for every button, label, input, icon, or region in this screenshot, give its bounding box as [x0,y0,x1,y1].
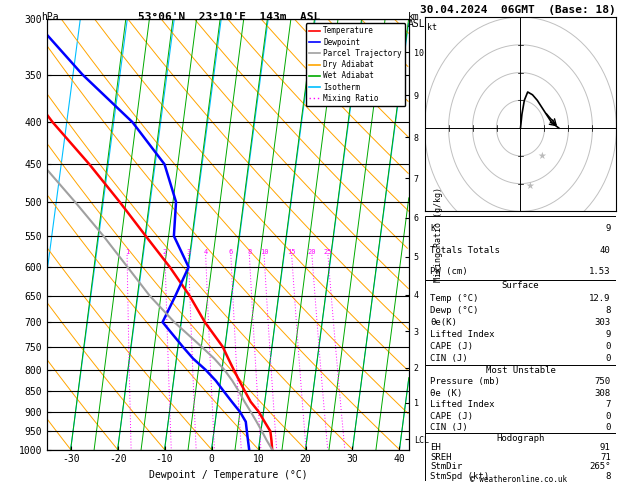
Text: CIN (J): CIN (J) [430,423,468,432]
Text: 0: 0 [605,354,611,363]
Text: 6: 6 [229,249,233,255]
Y-axis label: Mixing Ratio (g/kg): Mixing Ratio (g/kg) [434,187,443,282]
Text: Temp (°C): Temp (°C) [430,294,479,302]
Text: 8: 8 [247,249,252,255]
Text: 0: 0 [605,412,611,421]
Text: CIN (J): CIN (J) [430,354,468,363]
Bar [425,280,616,364]
Text: 9: 9 [605,330,611,339]
Text: StmDir: StmDir [430,462,462,471]
Text: 750: 750 [594,377,611,386]
Text: PW (cm): PW (cm) [430,267,468,276]
Text: 12.9: 12.9 [589,294,611,302]
Text: CAPE (J): CAPE (J) [430,342,474,351]
Text: Hodograph: Hodograph [496,434,545,443]
Text: 0: 0 [605,423,611,432]
Text: θe(K): θe(K) [430,318,457,327]
Text: 53°06'N  23°10'E  143m  ASL: 53°06'N 23°10'E 143m ASL [138,12,321,22]
X-axis label: Dewpoint / Temperature (°C): Dewpoint / Temperature (°C) [148,470,308,480]
Text: Surface: Surface [502,281,539,291]
Legend: Temperature, Dewpoint, Parcel Trajectory, Dry Adiabat, Wet Adiabat, Isotherm, Mi: Temperature, Dewpoint, Parcel Trajectory… [306,23,405,106]
Text: Dewp (°C): Dewp (°C) [430,306,479,314]
Text: CAPE (J): CAPE (J) [430,412,474,421]
Text: 4: 4 [204,249,208,255]
Text: Lifted Index: Lifted Index [430,400,495,409]
Text: ASL: ASL [408,19,425,30]
Bar [425,216,616,280]
Text: 71: 71 [600,453,611,462]
Text: 1: 1 [125,249,129,255]
Text: 308: 308 [594,389,611,398]
Text: θe (K): θe (K) [430,389,462,398]
Text: 7: 7 [605,400,611,409]
Text: kt: kt [427,22,437,32]
Text: K: K [430,225,436,233]
Text: 9: 9 [605,225,611,233]
Text: 303: 303 [594,318,611,327]
Text: 25: 25 [324,249,332,255]
Text: 20: 20 [308,249,316,255]
Text: 8: 8 [605,472,611,481]
Text: EH: EH [430,443,441,452]
Text: Lifted Index: Lifted Index [430,330,495,339]
Bar [425,364,616,434]
Text: ★: ★ [526,181,535,191]
Text: 91: 91 [600,443,611,452]
Text: Totals Totals: Totals Totals [430,246,500,255]
Text: 3: 3 [186,249,191,255]
Text: hPa: hPa [41,12,58,22]
Text: 30.04.2024  06GMT  (Base: 18): 30.04.2024 06GMT (Base: 18) [420,5,616,15]
Text: 2: 2 [163,249,167,255]
Bar [425,434,616,481]
Text: 265°: 265° [589,462,611,471]
Text: 0: 0 [605,342,611,351]
Text: SREH: SREH [430,453,452,462]
Text: ★: ★ [538,151,547,161]
Text: 40: 40 [600,246,611,255]
Text: Most Unstable: Most Unstable [486,366,555,375]
Text: km: km [408,12,420,22]
Text: 10: 10 [260,249,269,255]
Text: 15: 15 [287,249,296,255]
Text: © weatheronline.co.uk: © weatheronline.co.uk [470,474,567,484]
Text: 1.53: 1.53 [589,267,611,276]
Text: Pressure (mb): Pressure (mb) [430,377,500,386]
Text: StmSpd (kt): StmSpd (kt) [430,472,489,481]
Text: 8: 8 [605,306,611,314]
